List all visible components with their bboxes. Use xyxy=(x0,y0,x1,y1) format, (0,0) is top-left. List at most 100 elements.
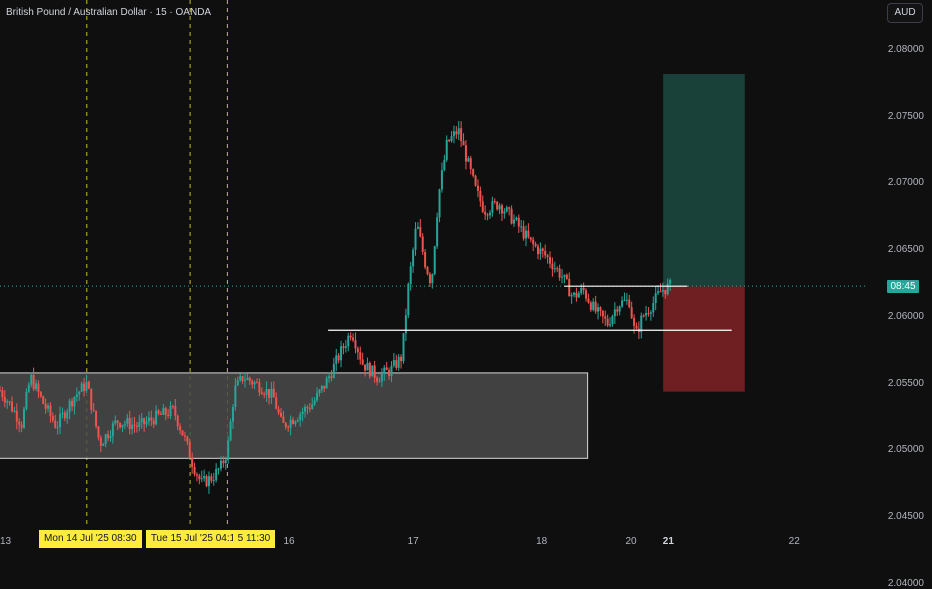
candle-body xyxy=(123,423,126,425)
candle-body xyxy=(409,266,412,285)
candle-body xyxy=(440,170,443,190)
candle-body xyxy=(647,313,650,315)
candle-body xyxy=(231,407,234,422)
candle-body xyxy=(224,459,227,464)
candle-body xyxy=(80,383,83,392)
candle-body xyxy=(383,367,386,374)
candle-body xyxy=(13,410,16,412)
candle-body xyxy=(467,158,470,162)
candle-body xyxy=(133,424,136,426)
candle-body xyxy=(320,385,323,390)
candle-body xyxy=(601,310,604,317)
candle-body xyxy=(97,426,100,438)
candle-body xyxy=(164,408,167,415)
candle-body xyxy=(479,190,482,202)
candle-body xyxy=(551,263,554,270)
candle-body xyxy=(349,335,352,338)
candle-body xyxy=(508,207,511,209)
candle-body xyxy=(460,128,463,142)
candle-body xyxy=(390,365,393,376)
candle-body xyxy=(246,377,249,381)
candle-body xyxy=(609,324,612,326)
candle-body xyxy=(481,201,484,212)
candle-body xyxy=(539,248,542,255)
candle-body xyxy=(431,274,434,284)
candle-body xyxy=(498,205,501,210)
candle-body xyxy=(484,211,487,215)
candle-body xyxy=(561,276,564,278)
candle-body xyxy=(54,420,57,428)
candle-body xyxy=(426,267,429,275)
candle-body xyxy=(618,306,621,312)
symbol-title: British Pound / Australian Dollar · 15 ·… xyxy=(6,7,212,18)
candle-body xyxy=(39,392,42,397)
price-tick-label: 2.05500 xyxy=(887,377,924,389)
price-tick-label: 2.07000 xyxy=(887,177,924,189)
time-tick-label: 18 xyxy=(536,536,548,547)
candle-body xyxy=(243,380,246,382)
price-tick-label: 2.07500 xyxy=(887,110,924,122)
candle-body xyxy=(306,407,309,409)
candle-body xyxy=(8,401,11,403)
price-tick-label: 2.04000 xyxy=(887,577,924,589)
candle-body xyxy=(469,158,472,170)
candle-body xyxy=(344,346,347,348)
candle-body xyxy=(159,413,162,415)
candle-body xyxy=(376,377,379,382)
candle-body xyxy=(496,201,499,210)
candle-body xyxy=(167,414,170,416)
candle-body xyxy=(455,131,458,135)
candle-body xyxy=(625,299,628,301)
candle-body xyxy=(95,410,98,427)
price-tick-label: 2.04500 xyxy=(887,511,924,523)
candle-body xyxy=(162,408,165,415)
candle-body xyxy=(488,212,491,216)
currency-button[interactable]: AUD xyxy=(887,3,923,23)
candle-body xyxy=(402,333,405,362)
candle-body xyxy=(301,411,304,415)
candle-body xyxy=(11,401,14,412)
candle-body xyxy=(512,219,515,224)
candle-body xyxy=(229,421,232,441)
candle-body xyxy=(18,421,21,425)
candle-body xyxy=(92,409,95,411)
candle-body xyxy=(611,316,614,325)
candle-body xyxy=(493,201,496,203)
candle-body xyxy=(186,436,189,442)
candle-body xyxy=(385,367,388,371)
candle-body xyxy=(275,397,278,409)
candle-body xyxy=(416,226,419,229)
candle-body xyxy=(450,136,453,142)
candle-body xyxy=(241,376,244,382)
candle-body xyxy=(654,293,657,303)
candle-body xyxy=(397,356,400,368)
candle-body xyxy=(135,425,138,427)
candle-body xyxy=(109,436,112,439)
candle-body xyxy=(294,421,297,424)
candle-body xyxy=(126,418,129,424)
candle-body xyxy=(335,355,338,364)
candle-body xyxy=(234,385,237,408)
candle-body xyxy=(640,315,643,333)
candle-body xyxy=(251,381,254,385)
candle-body xyxy=(332,363,335,378)
candle-body xyxy=(239,376,242,381)
candle-body xyxy=(205,476,208,487)
candle-body xyxy=(613,309,616,317)
candle-body xyxy=(152,420,155,425)
candle-body xyxy=(594,301,597,312)
candle-body xyxy=(649,312,652,314)
candle-body xyxy=(6,401,9,403)
candle-body xyxy=(155,410,158,425)
time-tick-label: 20 xyxy=(625,536,637,547)
candle-body xyxy=(424,251,427,268)
candle-body xyxy=(292,419,295,424)
price-chart[interactable] xyxy=(0,0,932,550)
candle-body xyxy=(510,208,513,224)
candle-body xyxy=(642,315,645,317)
candle-body xyxy=(267,389,270,398)
candle-body xyxy=(270,388,273,398)
candle-body xyxy=(474,175,477,186)
candle-body xyxy=(517,217,520,227)
candle-body xyxy=(666,283,669,295)
